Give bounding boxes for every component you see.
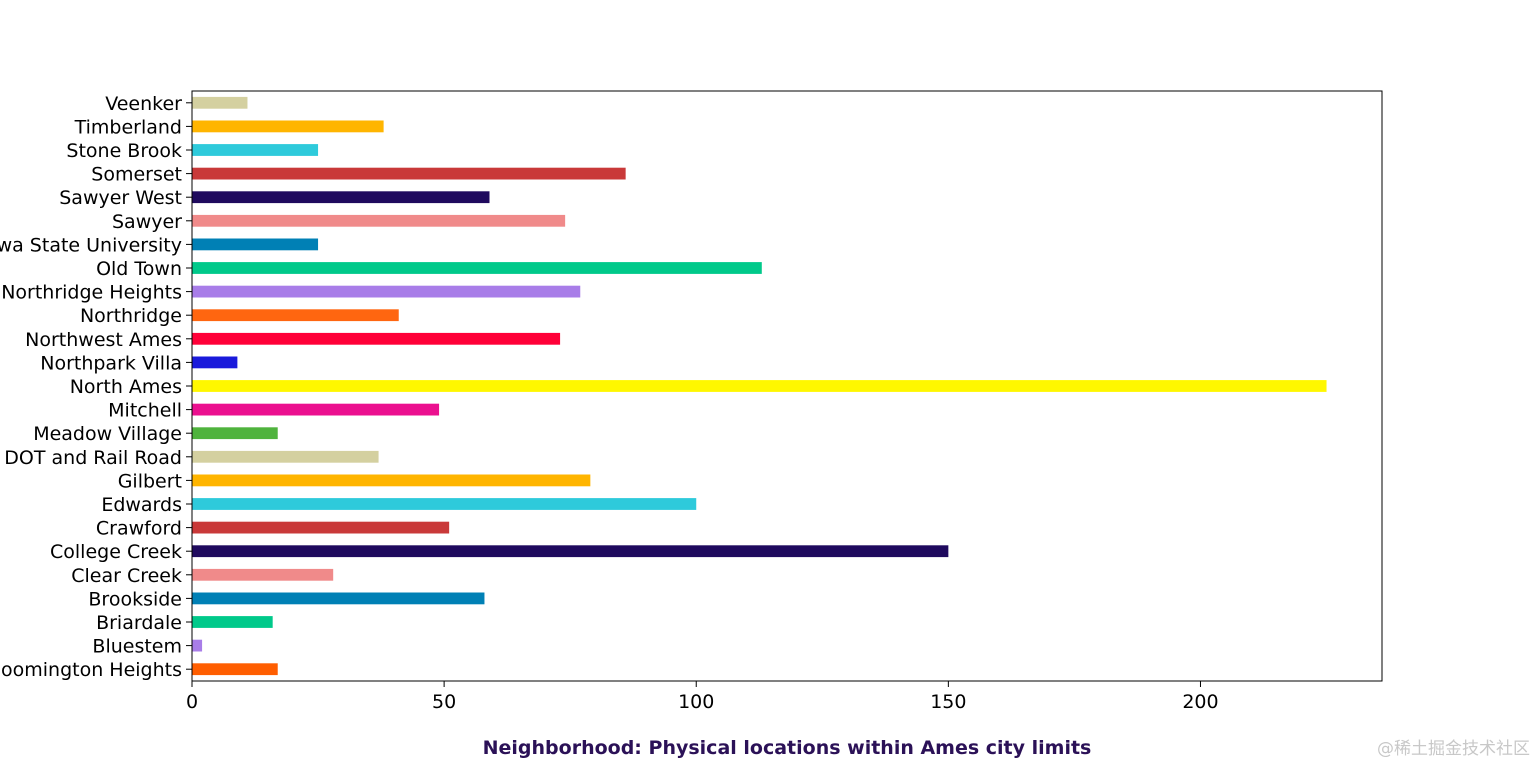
- y-tick-labels: Bloomington HeightsBluestemBriardaleBroo…: [0, 93, 192, 681]
- y-tick-label: Bloomington Heights: [0, 659, 182, 681]
- y-tick-label: Timberland: [74, 116, 182, 138]
- y-tick-label: North Ames: [70, 376, 182, 398]
- y-tick-label: Meadow Village: [33, 423, 182, 445]
- y-tick-label: Veenker: [105, 93, 182, 115]
- y-tick-label: Iowa DOT and Rail Road: [0, 447, 182, 469]
- bar-brookside: [192, 592, 485, 605]
- bar-northwest-ames: [192, 332, 561, 345]
- y-tick-label: Sawyer: [112, 211, 182, 233]
- bar-meadow-village: [192, 427, 278, 440]
- bar-college-creek: [192, 545, 949, 558]
- plot-frame: [191, 90, 1383, 682]
- bar-crawford: [192, 521, 450, 534]
- bar-sawyer: [192, 214, 566, 227]
- bar-veenker: [192, 96, 248, 109]
- y-tick-label: Stone Brook: [66, 140, 182, 162]
- x-tick-label: 50: [432, 691, 456, 713]
- x-axis-label: Neighborhood: Physical locations within …: [483, 737, 1092, 759]
- bar-gilbert: [192, 474, 591, 487]
- y-tick-label: College Creek: [50, 541, 182, 563]
- bar-sawyer-west: [192, 191, 490, 204]
- x-tick-label: 100: [678, 691, 714, 713]
- y-tick-label: Northridge: [80, 305, 182, 327]
- y-tick-label: Bluestem: [92, 636, 182, 658]
- y-tick-label: Somerset: [91, 164, 182, 186]
- bar-northridge-heights: [192, 285, 581, 298]
- bar-edwards: [192, 498, 697, 510]
- y-tick-label: Sawyer West: [59, 187, 182, 209]
- y-tick-label: Iowa State University: [0, 234, 182, 256]
- y-tick-label: Northwest Ames: [25, 329, 182, 351]
- y-tick-label: Brookside: [88, 588, 182, 610]
- bar-northpark-villa: [192, 356, 238, 369]
- y-tick-label: Northpark Villa: [40, 352, 182, 374]
- x-tick-label: 150: [930, 691, 966, 713]
- y-tick-label: Briardale: [96, 612, 182, 634]
- y-tick-label: Old Town: [96, 258, 182, 280]
- y-tick-label: Northridge Heights: [1, 282, 182, 304]
- bar-bluestem: [192, 639, 203, 652]
- bar-north-ames: [192, 380, 1327, 392]
- bars-group: [192, 96, 1327, 676]
- bar-bloomington-heights: [192, 663, 278, 676]
- x-ticks: 0 50 100 150 200: [186, 681, 1219, 713]
- bar-mitchell: [192, 403, 440, 416]
- bar-iowa-state-university: [192, 238, 319, 251]
- bar-somerset: [192, 167, 626, 180]
- bar-old-town: [192, 262, 762, 274]
- y-tick-label: Crawford: [96, 518, 182, 540]
- x-tick-label: 0: [186, 691, 198, 713]
- bar-iowa-dot-and-rail-road: [192, 450, 379, 463]
- watermark: @稀土掘金技术社区: [1377, 739, 1530, 759]
- bar-briardale: [192, 616, 273, 628]
- y-tick-label: Gilbert: [118, 470, 182, 492]
- bar-timberland: [192, 120, 384, 133]
- y-tick-label: Mitchell: [108, 400, 182, 422]
- bar-clear-creek: [192, 568, 334, 581]
- y-tick-label: Edwards: [101, 494, 182, 516]
- bar-stone-brook: [192, 144, 319, 156]
- y-tick-label: Clear Creek: [71, 565, 182, 587]
- bar-northridge: [192, 309, 399, 322]
- x-tick-label: 200: [1182, 691, 1218, 713]
